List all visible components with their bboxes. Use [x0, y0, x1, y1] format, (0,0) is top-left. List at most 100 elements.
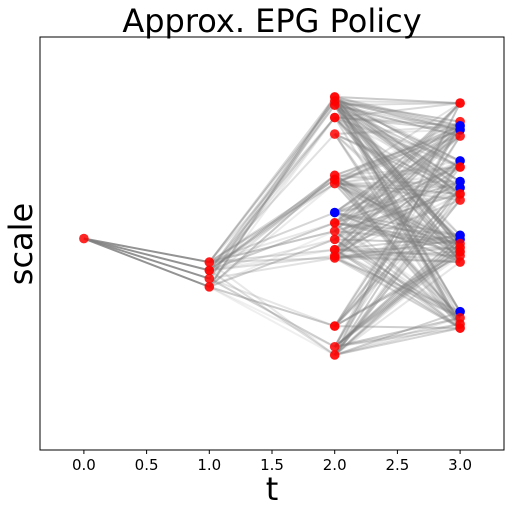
data-point-44: [455, 323, 465, 333]
trajectory-segment-142: [334, 182, 461, 202]
x-tick-label-4: 2.0: [323, 456, 347, 474]
trajectory-segment-243: [333, 160, 461, 348]
trajectory-segment-239: [334, 325, 461, 330]
trajectory-segment-101: [333, 117, 461, 325]
trajectory-segment-253: [333, 102, 462, 356]
trajectory-segment-265: [334, 310, 461, 356]
trajectory-segment-61: [333, 96, 461, 329]
trajectory-segment-40: [208, 238, 336, 288]
trajectory-segment-12: [209, 248, 335, 264]
trajectory-segment-132: [334, 102, 461, 185]
trajectory-segment-1: [83, 237, 210, 272]
trajectory-segment-9: [208, 211, 336, 264]
trajectory-segment-14: [208, 261, 336, 356]
trajectory-segment-178: [334, 129, 461, 232]
trajectory-segment-43: [208, 285, 336, 356]
trajectory-segment-151: [334, 135, 461, 214]
trajectory-segment-170: [334, 221, 461, 245]
trajectory-segment-222: [334, 238, 461, 259]
data-point-27: [455, 131, 465, 141]
data-point-4: [204, 282, 215, 292]
trajectory-segment-7: [208, 178, 336, 263]
trajectory-segment-77: [334, 104, 461, 189]
trajectory-segment-191: [334, 238, 461, 319]
data-point-7: [329, 100, 340, 110]
trajectory-segment-0: [83, 237, 210, 264]
trajectory-segment-171: [334, 221, 461, 249]
trajectory-segment-192: [334, 238, 461, 329]
trajectory-segment-261: [334, 242, 461, 356]
trajectory-segment-46: [334, 95, 461, 131]
data-points: [79, 92, 465, 360]
trajectory-segment-131: [333, 178, 461, 329]
trajectory-segment-233: [333, 166, 461, 327]
trajectory-segment-17: [208, 116, 336, 271]
trajectory-segment-206: [334, 248, 461, 264]
data-point-33: [455, 195, 465, 205]
trajectory-segment-144: [334, 182, 461, 249]
trajectory-segment-162: [334, 102, 461, 224]
trajectory-segment-234: [333, 187, 461, 327]
data-point-40: [455, 257, 465, 267]
trajectory-segment-164: [334, 135, 461, 224]
trajectory-segment-224: [334, 250, 461, 259]
trajectory-segment-119: [334, 174, 461, 253]
trajectory-segment-187: [334, 135, 461, 241]
x-tick-label-5: 2.5: [385, 456, 409, 474]
trajectory-segment-55: [333, 96, 461, 245]
trajectory-segment-141: [334, 182, 461, 195]
trajectory-segment-241: [333, 125, 461, 348]
trajectory-segment-52: [334, 96, 461, 195]
trajectory-segment-174: [334, 222, 461, 319]
trajectory-segment-45: [334, 95, 461, 127]
trajectory-segment-33: [208, 277, 336, 348]
x-tick-label-0: 0.0: [72, 456, 96, 474]
trajectory-segment-169: [334, 221, 461, 237]
trajectory-segment-54: [333, 96, 461, 236]
trajectory-segment-65: [334, 100, 461, 131]
trajectory-segment-23: [209, 238, 335, 272]
trajectory-segment-231: [333, 135, 461, 327]
trajectory-segment-213: [334, 250, 461, 257]
trajectory-segment-83: [333, 104, 461, 257]
trajectory-segment-257: [333, 187, 461, 356]
trajectory-segment-123: [333, 174, 461, 329]
trajectory-segment-103: [334, 128, 461, 136]
trajectory-segment-252: [334, 327, 461, 348]
trajectory-segment-78: [334, 104, 461, 195]
trajectory-segment-210: [333, 125, 461, 257]
trajectory-segment-57: [333, 96, 461, 263]
trajectory-segment-96: [334, 116, 461, 236]
trajectory-segment-66: [334, 100, 461, 162]
trajectory-segment-263: [334, 250, 461, 356]
trajectory-segment-22: [208, 221, 336, 272]
trajectory-segment-70: [333, 100, 461, 257]
data-point-16: [329, 234, 340, 245]
trajectory-segment-133: [334, 120, 461, 185]
trajectory-segment-154: [334, 180, 461, 214]
trajectory-segment-236: [333, 199, 461, 327]
trajectory-segment-267: [334, 323, 461, 356]
trajectory-segment-189: [334, 186, 461, 241]
trajectory-segment-215: [334, 254, 461, 319]
trajectory-segment-153: [334, 166, 461, 214]
trajectory-segment-182: [334, 230, 461, 245]
trajectory-segment-221: [334, 234, 461, 259]
trajectory-segment-28: [208, 104, 336, 280]
data-point-21: [329, 341, 340, 352]
trajectory-segment-168: [334, 192, 461, 224]
trajectory-segment-56: [333, 96, 461, 249]
trajectory-segment-161: [334, 211, 461, 325]
trajectory-segment-248: [334, 250, 461, 348]
trajectory-segment-85: [333, 104, 461, 313]
trajectory-segment-160: [334, 211, 461, 264]
trajectory-segment-49: [334, 96, 461, 168]
trajectory-segment-29: [208, 116, 336, 280]
trajectory-segment-74: [334, 104, 461, 138]
trajectory-segment-216: [334, 255, 461, 330]
trajectory-segment-143: [334, 182, 461, 245]
trajectory-segment-172: [334, 221, 461, 253]
trajectory-segment-3: [83, 237, 210, 288]
data-point-3: [204, 273, 215, 284]
